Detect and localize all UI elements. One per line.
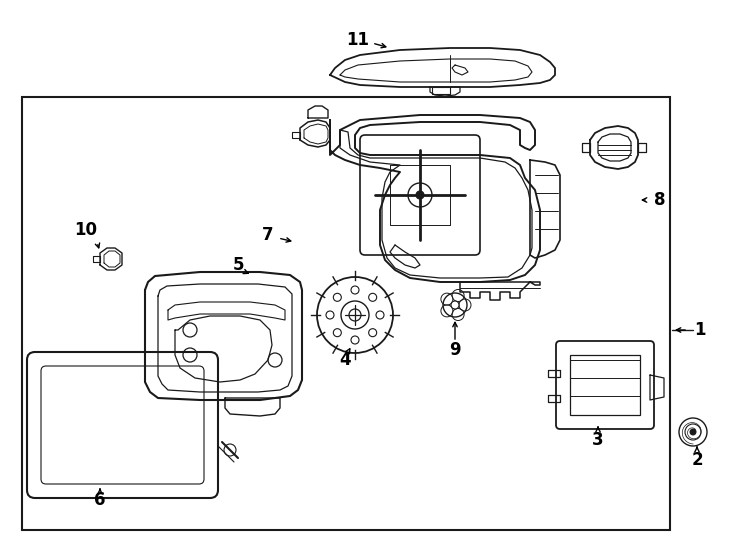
Text: 5: 5 [232, 256, 244, 274]
Bar [22, 97, 670, 530]
Text: 9: 9 [449, 341, 461, 359]
Text: 8: 8 [654, 191, 666, 209]
Bar [432, 87, 450, 94]
Text: 2: 2 [691, 451, 703, 469]
Circle shape [349, 309, 361, 321]
Circle shape [451, 301, 459, 309]
Circle shape [690, 429, 696, 435]
Text: 6: 6 [94, 491, 106, 509]
Text: 3: 3 [592, 431, 604, 449]
Text: 4: 4 [339, 351, 351, 369]
Text: 1: 1 [694, 321, 706, 339]
Bar [570, 355, 640, 415]
Text: 10: 10 [74, 221, 98, 239]
Circle shape [416, 191, 424, 199]
Text: 7: 7 [262, 226, 274, 244]
Text: 11: 11 [346, 31, 369, 49]
